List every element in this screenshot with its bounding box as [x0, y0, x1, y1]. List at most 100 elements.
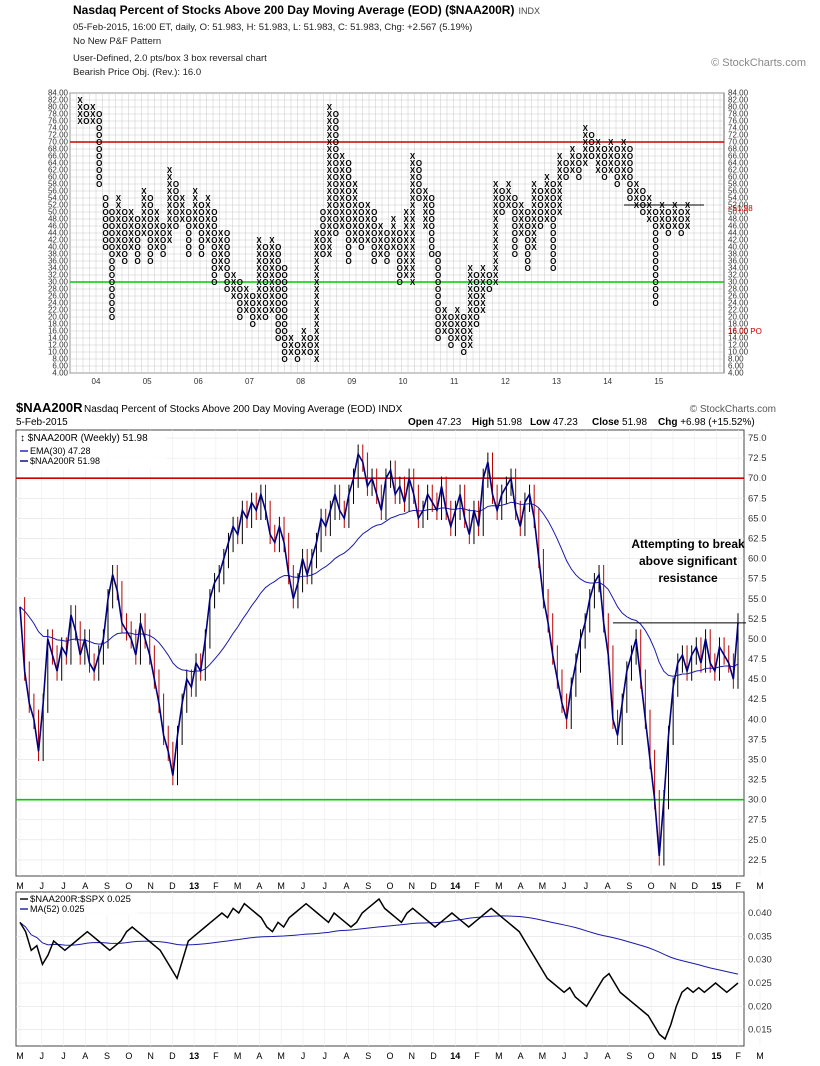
pf-x-mark: X: [519, 201, 525, 210]
pf-o-mark: O: [461, 320, 467, 329]
pf-x-mark: X: [365, 208, 371, 217]
pf-o-mark: O: [102, 222, 108, 231]
pf-o-mark: O: [282, 278, 288, 287]
pf-x-mark: X: [352, 187, 358, 196]
pf-x-mark: X: [423, 194, 429, 203]
pf-x-mark: X: [493, 236, 499, 245]
pf-x-mark: X: [340, 222, 346, 231]
pf-o-mark: O: [627, 152, 633, 161]
ratio-x-tick: S: [104, 1051, 110, 1061]
pf-x-mark: X: [557, 208, 563, 217]
ema30-line: [19, 501, 739, 677]
pf-o-mark: O: [525, 215, 531, 224]
pf-o-mark: O: [173, 187, 179, 196]
pf-o-mark: O: [499, 194, 505, 203]
pf-o-mark: O: [678, 229, 684, 238]
pf-o-mark: O: [147, 236, 153, 245]
pf-x-mark: X: [410, 278, 416, 287]
ratio-x-tick: J: [322, 1051, 327, 1061]
pf-x-mark: X: [340, 215, 346, 224]
pf-o-mark: O: [160, 243, 166, 252]
pf-x-mark: X: [410, 243, 416, 252]
pf-o-mark: O: [333, 166, 339, 175]
pf-y-tick-left: 6.00: [52, 362, 68, 371]
legend-series-label: EMA(30) 47.28: [30, 446, 91, 456]
pf-x-mark: X: [480, 292, 486, 301]
pf-o-mark: O: [537, 201, 543, 210]
pf-x-mark: X: [634, 187, 640, 196]
pf-y-tick-left: 34.00: [48, 264, 69, 273]
pf-x-mark: X: [141, 208, 147, 217]
pf-o-mark: O: [333, 152, 339, 161]
ratio-x-tick: J: [584, 1051, 589, 1061]
pf-y-tick-right: 60.00: [728, 173, 749, 182]
pf-x-mark: X: [90, 117, 96, 126]
pf-o-mark: O: [250, 299, 256, 308]
pf-x-mark: X: [410, 215, 416, 224]
pf-o-mark: O: [384, 236, 390, 245]
price-x-tick: F: [735, 881, 741, 891]
pf-y-tick-left: 44.00: [48, 229, 69, 238]
pf-o-mark: O: [198, 250, 204, 259]
price-y-tick: 57.5: [748, 574, 767, 585]
pf-o-mark: O: [320, 215, 326, 224]
pf-x-mark: X: [192, 201, 198, 210]
pf-o-mark: O: [333, 117, 339, 126]
pf-o-mark: O: [429, 201, 435, 210]
pf-o-mark: O: [653, 236, 659, 245]
pf-o-mark: O: [109, 257, 115, 266]
pf-o-mark: O: [346, 229, 352, 238]
pf-x-mark: X: [154, 215, 160, 224]
pf-x-mark: X: [269, 306, 275, 315]
pf-o-mark: O: [275, 285, 281, 294]
pf-x-mark: X: [77, 103, 83, 112]
price-y-tick: 37.5: [748, 734, 767, 745]
ratio-x-tick: M: [756, 1051, 764, 1061]
pf-x-mark: X: [455, 320, 461, 329]
pf-o-mark: O: [173, 180, 179, 189]
pf-o-mark: O: [173, 208, 179, 217]
pf-x-mark: X: [634, 194, 640, 203]
pf-o-mark: O: [109, 313, 115, 322]
pf-x-mark: X: [455, 306, 461, 315]
pf-x-mark: X: [340, 208, 346, 217]
pf-x-mark: X: [116, 215, 122, 224]
pf-x-mark: X: [480, 285, 486, 294]
pf-x-mark: X: [410, 166, 416, 175]
pf-x-mark: X: [314, 243, 320, 252]
pf-x-mark: X: [192, 222, 198, 231]
pf-o-mark: O: [358, 243, 364, 252]
pf-x-mark: X: [506, 180, 512, 189]
pf-o-mark: O: [525, 257, 531, 266]
ratio-x-tick: 13: [189, 1051, 199, 1061]
pf-x-mark: X: [544, 187, 550, 196]
pf-o-mark: O: [186, 222, 192, 231]
pf-o-mark: O: [275, 299, 281, 308]
pf-x-mark: X: [231, 285, 237, 294]
pf-x-mark: X: [391, 236, 397, 245]
pf-x-mark: X: [410, 180, 416, 189]
pf-x-mark: X: [314, 285, 320, 294]
pf-x-mark: X: [519, 215, 525, 224]
pf-o-mark: O: [653, 222, 659, 231]
pf-x-mark: X: [167, 236, 173, 245]
pf-o-mark: O: [601, 166, 607, 175]
pf-o-mark: O: [627, 173, 633, 182]
pf-x-mark: X: [327, 124, 333, 133]
ratio-x-tick: M: [16, 1051, 24, 1061]
pf-o-mark: O: [448, 334, 454, 343]
pf-o-mark: O: [358, 208, 364, 217]
pf-x-mark: X: [659, 208, 665, 217]
ratio-x-tick: J: [40, 1051, 45, 1061]
pf-x-mark: X: [256, 292, 262, 301]
pf-o-mark: O: [429, 229, 435, 238]
pf-o-mark: O: [282, 320, 288, 329]
pf-o-mark: O: [576, 159, 582, 168]
pf-o-mark: O: [102, 243, 108, 252]
pf-x-mark: X: [672, 215, 678, 224]
pf-o-mark: O: [134, 229, 140, 238]
pf-x-mark: X: [141, 201, 147, 210]
pf-o-mark: O: [473, 313, 479, 322]
pf-x-mark: X: [378, 222, 384, 231]
pf-x-mark: X: [531, 180, 537, 189]
